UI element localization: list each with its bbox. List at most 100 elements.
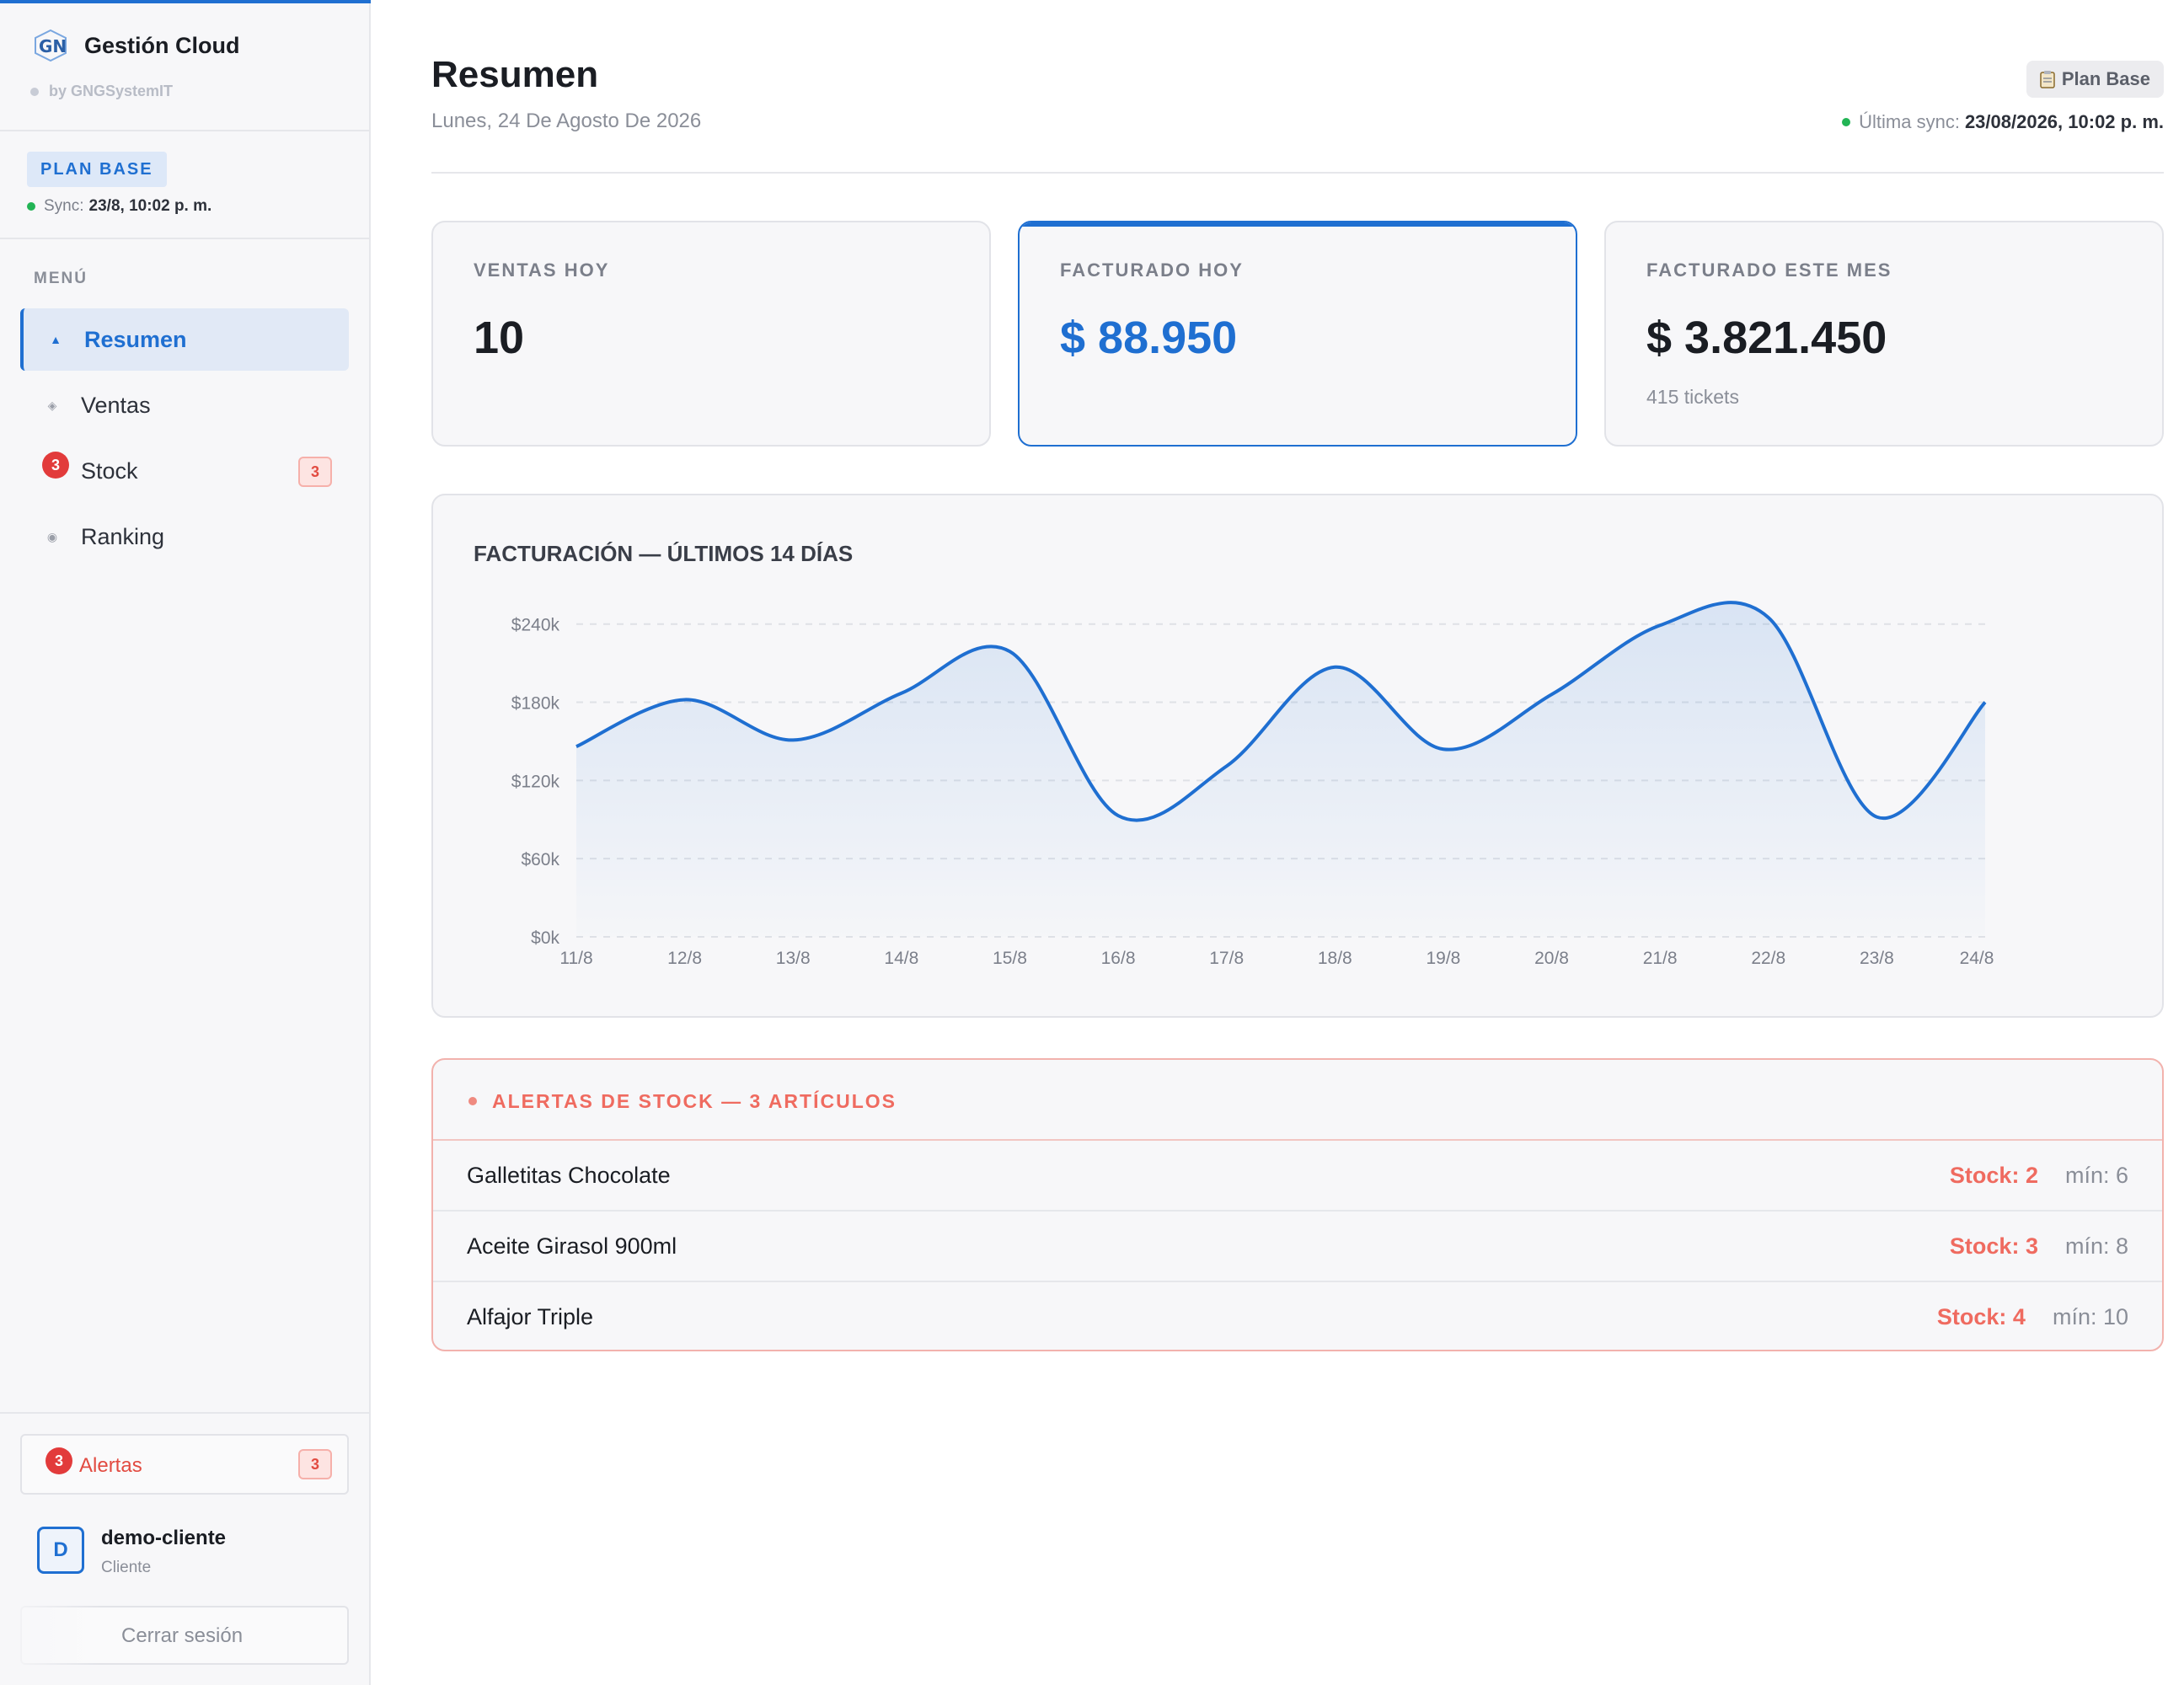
sidebar-item-label: Ventas	[81, 392, 151, 418]
divider	[0, 130, 371, 131]
list-item[interactable]: Alfajor Triple Stock: 4 mín: 10	[433, 1282, 2162, 1350]
divider	[0, 238, 371, 239]
last-sync-label: Última sync:	[1859, 111, 1960, 132]
x-tick-label: 21/8	[1643, 949, 1678, 968]
y-tick-label: $240k	[511, 616, 560, 635]
sync-status: Sync: 23/8, 10:02 p. m.	[27, 197, 211, 216]
brand-by: by GNGSystemIT	[29, 83, 173, 100]
series-area	[576, 602, 1985, 937]
last-sync: Última sync: 23/08/2026, 10:02 p. m.	[1842, 111, 2164, 133]
diamond-icon: ◈	[47, 398, 57, 412]
alert-item-name: Alfajor Triple	[467, 1304, 594, 1329]
plan-pill-label: Plan Base	[2061, 68, 2150, 89]
last-sync-value: 23/08/2026, 10:02 p. m.	[1964, 111, 2164, 132]
header-divider	[431, 172, 2164, 174]
alert-badge-icon: 3	[42, 452, 69, 479]
kpi-value: $ 3.821.450	[1646, 313, 1887, 363]
revenue-chart: $0k $60k $120k $180k $240k 11/8 12/8 13/8 14/8 15…	[511, 601, 1994, 968]
sidebar-item-label: Stock	[81, 457, 138, 484]
x-tick-label: 22/8	[1751, 949, 1785, 968]
sidebar-item-ranking[interactable]: ◉ Ranking	[20, 506, 349, 568]
alert-item-stock: Stock: 3	[1949, 1233, 2038, 1259]
status-dot-icon	[27, 202, 35, 211]
alert-dot-icon	[468, 1097, 477, 1105]
logout-label: Cerrar sesión	[121, 1624, 244, 1647]
menu-title: MENÚ	[34, 270, 88, 287]
sidebar-item-resumen[interactable]: ▲ Resumen	[20, 308, 349, 371]
alert-item-min: mín: 10	[2052, 1304, 2128, 1329]
sidebar-item-label: Resumen	[84, 326, 187, 352]
page-date: Lunes, 24 De Agosto De 2026	[431, 110, 702, 132]
revenue-chart-card: FACTURACIÓN — ÚLTIMOS 14 DÍAS $0k $60k $12…	[431, 494, 2164, 1018]
fade-overlay	[0, 1589, 101, 1685]
stock-alerts-header: ALERTAS DE STOCK — 3 ARTÍCULOS	[433, 1060, 2162, 1141]
alert-item-stock: Stock: 2	[1949, 1163, 2038, 1188]
alert-item-name: Galletitas Chocolate	[467, 1163, 671, 1188]
x-tick-label: 15/8	[993, 949, 1027, 968]
stock-alerts-title: ALERTAS DE STOCK — 3 ARTÍCULOS	[492, 1090, 897, 1112]
x-tick-label: 19/8	[1426, 949, 1460, 968]
stock-alerts-card: ALERTAS DE STOCK — 3 ARTÍCULOS Galletita…	[431, 1058, 2164, 1351]
sidebar-item-ventas[interactable]: ◈ Ventas	[20, 374, 349, 436]
kpi-label: FACTURADO HOY	[1060, 259, 1244, 281]
stock-count-chip: 3	[298, 457, 332, 487]
page-title: Resumen	[431, 54, 599, 95]
kpi-value: $ 88.950	[1060, 313, 1238, 363]
sidebar-item-stock[interactable]: 3 Stock 3	[20, 440, 349, 502]
kpi-label: FACTURADO ESTE MES	[1646, 259, 1892, 281]
y-tick-label: $60k	[521, 850, 559, 869]
main-content: Resumen Lunes, 24 De Agosto De 2026 Plan…	[372, 0, 2184, 1685]
alert-item-stock: Stock: 4	[1936, 1304, 2026, 1329]
chart-title: FACTURACIÓN — ÚLTIMOS 14 DÍAS	[474, 541, 854, 566]
circle-icon: ◉	[46, 529, 58, 543]
alerts-button-label: Alertas	[79, 1454, 142, 1477]
y-tick-label: $120k	[511, 772, 560, 791]
alert-item-name: Aceite Girasol 900ml	[467, 1233, 677, 1259]
brand-logo-icon: GN	[35, 29, 67, 62]
x-tick-label: 24/8	[1960, 949, 1994, 968]
brand[interactable]: GN Gestión Cloud	[32, 29, 240, 62]
sidebar-item-label: Ranking	[81, 523, 165, 549]
plan-badge: PLAN BASE	[27, 152, 167, 187]
x-tick-label: 18/8	[1318, 949, 1352, 968]
kpi-card-facturado-hoy: FACTURADO HOY $ 88.950	[1018, 221, 1577, 447]
user-name: demo-cliente	[101, 1527, 227, 1549]
alerts-button[interactable]: 3 Alertas 3	[20, 1434, 349, 1495]
kpi-card-facturado-mes: FACTURADO ESTE MES $ 3.821.450 415 ticke…	[1604, 221, 2164, 447]
x-tick-label: 11/8	[559, 949, 592, 968]
sync-value: 23/8, 10:02 p. m.	[88, 197, 212, 215]
sidebar: GN Gestión Cloud by GNGSystemIT PLAN BAS…	[0, 0, 371, 1685]
sparkle-icon	[30, 87, 39, 96]
y-tick-label: $0k	[531, 928, 559, 948]
kpi-card-ventas-hoy: VENTAS HOY 10	[431, 221, 991, 447]
svg-text:GN: GN	[39, 36, 67, 56]
triangle-icon: ▲	[50, 333, 62, 346]
x-tick-label: 17/8	[1209, 949, 1244, 968]
x-tick-label: 23/8	[1860, 949, 1894, 968]
series-line	[575, 601, 1987, 822]
alert-item-min: mín: 8	[2064, 1233, 2128, 1259]
alert-item-values: Stock: 4 mín: 10	[1937, 1304, 2128, 1330]
alert-item-min: mín: 6	[2064, 1163, 2128, 1188]
clipboard-icon	[2040, 71, 2055, 88]
alert-badge-icon: 3	[46, 1447, 72, 1474]
list-item[interactable]: Aceite Girasol 900ml Stock: 3 mín: 8	[433, 1212, 2162, 1282]
x-tick-label: 16/8	[1101, 949, 1136, 968]
alert-item-values: Stock: 2 mín: 6	[1950, 1163, 2128, 1189]
kpi-sub: 415 tickets	[1646, 386, 1739, 408]
x-tick-label: 14/8	[884, 949, 918, 968]
brand-name: Gestión Cloud	[84, 32, 240, 58]
y-tick-label: $180k	[511, 694, 560, 714]
avatar[interactable]: D	[37, 1527, 84, 1574]
kpi-value: 10	[474, 313, 525, 363]
list-item[interactable]: Galletitas Chocolate Stock: 2 mín: 6	[433, 1141, 2162, 1212]
x-tick-label: 20/8	[1534, 949, 1569, 968]
status-dot-icon	[1842, 118, 1851, 126]
plan-pill: Plan Base	[2026, 61, 2164, 98]
sync-label: Sync:	[44, 197, 84, 215]
kpi-label: VENTAS HOY	[474, 259, 610, 281]
user-role: Cliente	[101, 1559, 152, 1576]
alerts-count-chip: 3	[298, 1449, 332, 1479]
divider	[0, 1412, 371, 1414]
brand-by-text: by GNGSystemIT	[49, 83, 174, 99]
